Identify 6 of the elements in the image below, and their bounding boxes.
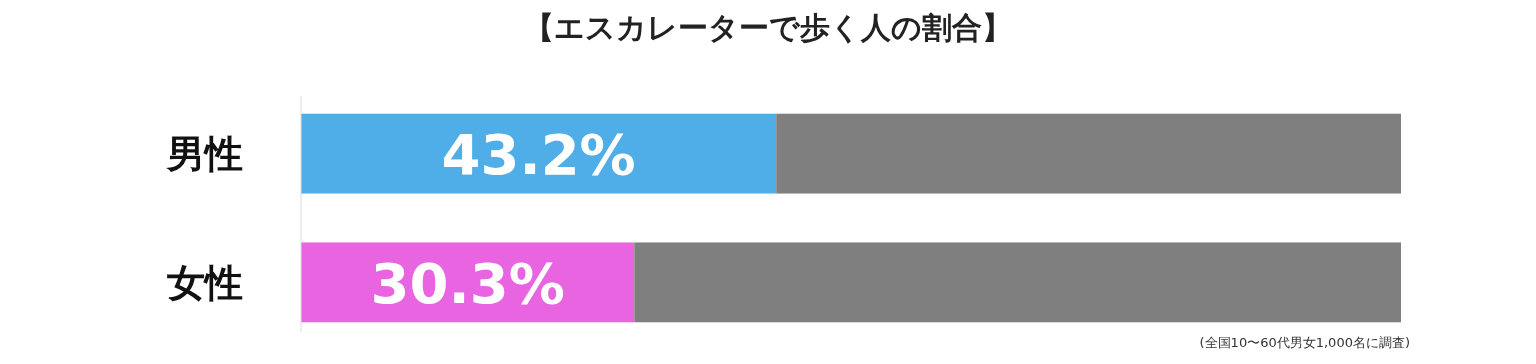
data-label: 43.2%: [441, 121, 636, 187]
y-tick-label: 女性: [167, 261, 243, 306]
text: (全国10〜60代男女1,000名に調査): [1199, 335, 1410, 350]
data-label: 30.3%: [370, 250, 565, 316]
chart-title: 【エスカレーターで歩く人の割合】: [524, 10, 1012, 45]
y-tick-label: 男性: [166, 132, 243, 177]
